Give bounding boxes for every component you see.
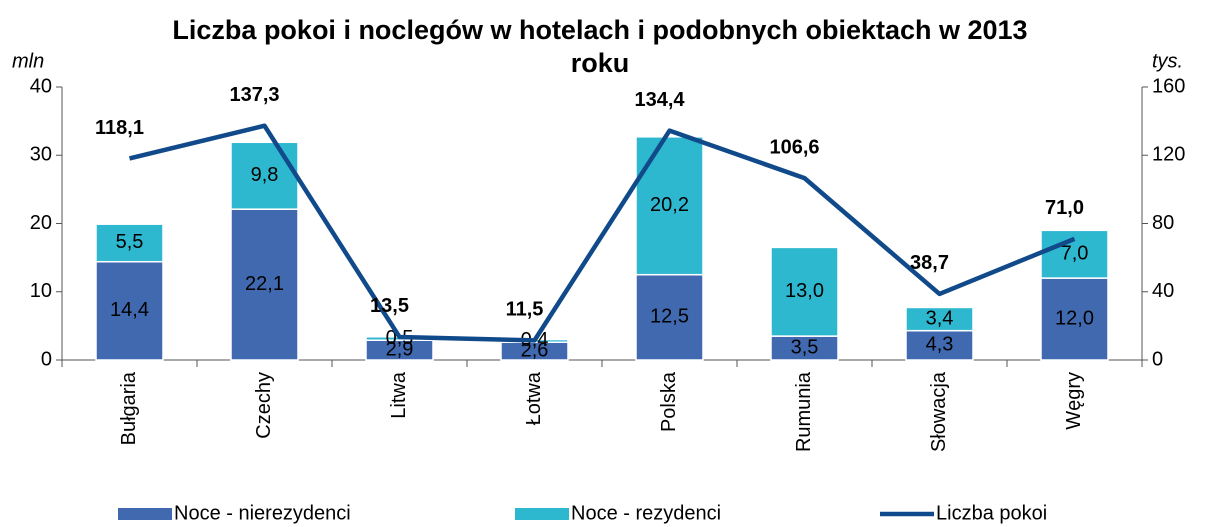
- bar-value-label: 9,8: [251, 164, 279, 186]
- line-value-label: 13,5: [370, 295, 409, 317]
- x-tick-label: Bułgaria: [118, 371, 140, 445]
- y-axis-label: mln: [12, 50, 44, 72]
- bar-value-label: 12,5: [650, 306, 689, 328]
- line-value-label: 118,1: [95, 117, 144, 139]
- bar-segment: [1040, 277, 1109, 361]
- line-series: [128, 123, 1076, 343]
- x-tick-label: Litwa: [388, 371, 410, 419]
- line-value-label: 137,3: [229, 84, 279, 106]
- legend-label: Liczba pokoi: [936, 502, 1047, 524]
- bar-value-label: 7,0: [1061, 242, 1089, 264]
- line-value-label: 71,0: [1045, 197, 1084, 219]
- y-tick-label: 30: [30, 144, 52, 166]
- y-tick-label: 0: [41, 348, 52, 370]
- bar-value-label: 14,4: [110, 299, 149, 321]
- y-tick-label: 10: [30, 280, 52, 302]
- y2-tick-label: 160: [1152, 75, 1185, 97]
- bar-value-label: 2,6: [521, 339, 549, 361]
- y2-axis-label: tys.: [1152, 50, 1183, 72]
- x-tick-label: Słowacja: [928, 371, 950, 452]
- legend-label: Noce - nierezydenci: [174, 502, 351, 524]
- bar-value-label: 5,5: [116, 231, 144, 253]
- x-tick-label: Czechy: [253, 372, 275, 439]
- bar-segment: [230, 208, 299, 361]
- bar-value-label: 2,9: [386, 338, 414, 360]
- bar-segment: [1040, 229, 1109, 279]
- line-value-label: 134,4: [634, 89, 685, 111]
- bar-segment: [635, 273, 704, 361]
- legend-label: Noce - rezydenci: [571, 502, 721, 524]
- x-tick-label: Rumunia: [793, 371, 815, 452]
- line-value-label: 106,6: [769, 136, 819, 158]
- bar-segment: [230, 141, 299, 210]
- y-tick-label: 20: [30, 212, 52, 234]
- line-value-label: 38,7: [910, 252, 949, 274]
- bar-value-label: 13,0: [785, 280, 824, 302]
- legend-swatch: [118, 508, 172, 520]
- chart-title: Liczba pokoi i noclegów w hotelach i pod…: [172, 15, 1028, 78]
- bar-value-label: 20,2: [650, 194, 689, 216]
- bar-segment: [635, 136, 704, 276]
- x-tick-label: Węgry: [1063, 372, 1085, 430]
- y2-tick-label: 80: [1152, 212, 1174, 234]
- x-tick-label: Łotwa: [523, 371, 545, 425]
- y2-tick-label: 40: [1152, 280, 1174, 302]
- y2-tick-label: 120: [1152, 144, 1185, 166]
- bar-segment: [95, 223, 164, 263]
- bar-segment: [905, 306, 974, 332]
- bar-value-label: 12,0: [1055, 307, 1094, 329]
- bar-value-label: 4,3: [926, 334, 954, 356]
- line-value-label: 11,5: [506, 299, 544, 321]
- bar-value-label: 3,5: [791, 336, 819, 358]
- bar-value-label: 22,1: [245, 273, 284, 295]
- legend-swatch: [515, 508, 569, 520]
- bar-segment: [95, 260, 164, 361]
- y-tick-label: 40: [30, 75, 52, 97]
- x-tick-label: Polska: [658, 371, 680, 432]
- bar-segment: [905, 329, 974, 361]
- y2-tick-label: 0: [1152, 348, 1163, 370]
- bar-value-label: 3,4: [926, 307, 954, 329]
- bar-segment: [770, 246, 839, 337]
